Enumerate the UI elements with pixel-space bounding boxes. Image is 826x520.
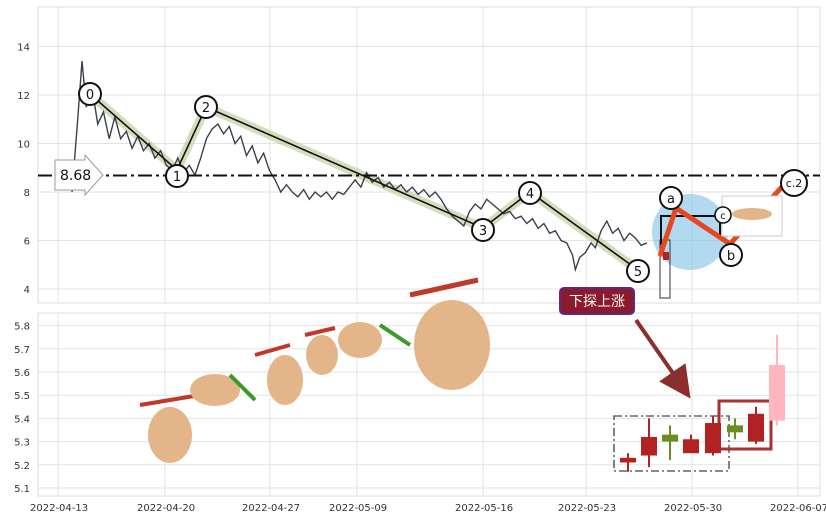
candle-3 (683, 434, 699, 454)
x-tick-4: 2022-05-16 (455, 503, 513, 514)
wave-marker-0-label: 0 (86, 88, 94, 103)
x-axis-ticks: 2022-04-13 2022-04-20 2022-04-27 2022-05-09… (30, 503, 826, 514)
candle-2-body (662, 434, 678, 442)
x-tick-0: 2022-04-13 (30, 503, 88, 514)
dog-1 (139, 393, 201, 463)
wave-marker-4-label: 4 (526, 187, 534, 202)
wave-marker-3-label: 3 (479, 224, 487, 239)
top-y-tick-4: 12 (17, 91, 30, 102)
flying-dogs-illustration (139, 277, 490, 463)
candle-7 (769, 334, 785, 426)
dog-2 (190, 373, 257, 406)
wave-marker-b-label: b (727, 249, 735, 264)
candle-6 (748, 406, 764, 444)
wave-marker-a: a (659, 186, 683, 210)
candle-1 (641, 418, 657, 468)
candle-0 (620, 453, 636, 472)
dog-4 (304, 326, 338, 375)
candle-2 (662, 425, 678, 461)
candlesticks (620, 334, 785, 472)
wave-marker-c2: c.2 (780, 169, 808, 197)
annotation-box (559, 287, 635, 315)
x-tick-3: 2022-05-09 (329, 503, 387, 514)
annotation-arrow (634, 318, 691, 399)
wave-marker-2: 2 (194, 95, 218, 119)
candle-7-body (769, 365, 785, 421)
x-tick-2: 2022-04-27 (242, 503, 300, 514)
price-series-line (71, 60, 648, 273)
wave-marker-c2-label: c.2 (786, 177, 803, 190)
top-y-tick-3: 10 (17, 140, 30, 151)
annotation-text: 下探上涨 (569, 294, 625, 310)
candle-4-body (705, 423, 721, 454)
bottom-y-tick-6: 5.7 (14, 345, 30, 356)
wave-marker-3: 3 (471, 218, 495, 242)
bottom-y-tick-3: 5.4 (14, 414, 30, 425)
bottom-y-tick-0: 5.1 (14, 484, 30, 495)
reference-label: 8.68 (60, 168, 91, 184)
dog-thumbnail-figure (732, 208, 772, 220)
candle-5-body (727, 425, 743, 433)
wave-marker-2-label: 2 (202, 101, 210, 116)
highlight-circle (652, 194, 728, 270)
candle-4 (705, 416, 721, 456)
candle-0-body (620, 457, 636, 463)
candle-1-body (641, 436, 657, 456)
bottom-y-tick-7: 5.8 (14, 322, 30, 333)
dog-6 (409, 277, 490, 390)
x-tick-5: 2022-05-23 (558, 503, 616, 514)
candle-3-body (683, 439, 699, 454)
dashed-group-box (613, 415, 730, 472)
wave-marker-1-label: 1 (173, 170, 181, 185)
reference-label-arrow (54, 153, 104, 197)
top-y-tick-1: 6 (24, 237, 30, 248)
bottom-y-tick-5: 5.6 (14, 368, 30, 379)
x-tick-6: 2022-05-30 (664, 503, 722, 514)
bottom-y-tick-2: 5.3 (14, 438, 30, 449)
x-tick-7: 2022-06-07 (770, 503, 826, 514)
top-y-tick-2: 8 (24, 188, 30, 199)
wave-marker-5: 5 (626, 259, 650, 283)
wave-marker-0: 0 (78, 82, 102, 106)
wave-path (89, 93, 639, 271)
wave-marker-c-label: c (720, 211, 726, 222)
wave-marker-b: b (719, 243, 743, 267)
x-tick-1: 2022-04-20 (137, 503, 195, 514)
candle-5 (727, 418, 743, 440)
bottom-y-tick-1: 5.2 (14, 461, 30, 472)
bottom-panel-y-ticks: 5.1 5.2 5.3 5.4 5.5 5.6 5.7 5.8 (14, 322, 30, 495)
top-y-tick-0: 4 (24, 285, 30, 296)
wave-marker-c: c (714, 206, 732, 224)
candle-6-body (748, 413, 764, 442)
wave-marker-5-label: 5 (634, 265, 642, 280)
wave-marker-1: 1 (165, 164, 189, 188)
mini-candle-marker (663, 252, 669, 260)
dog-5 (338, 322, 412, 358)
bottom-y-tick-4: 5.5 (14, 391, 30, 402)
wave-marker-a-label: a (667, 192, 675, 207)
price-line (71, 60, 648, 273)
wave-marker-4: 4 (518, 181, 542, 205)
top-panel-y-ticks: 4 6 8 10 12 14 (17, 43, 30, 297)
top-y-tick-5: 14 (17, 43, 30, 54)
dog-3 (254, 343, 303, 405)
